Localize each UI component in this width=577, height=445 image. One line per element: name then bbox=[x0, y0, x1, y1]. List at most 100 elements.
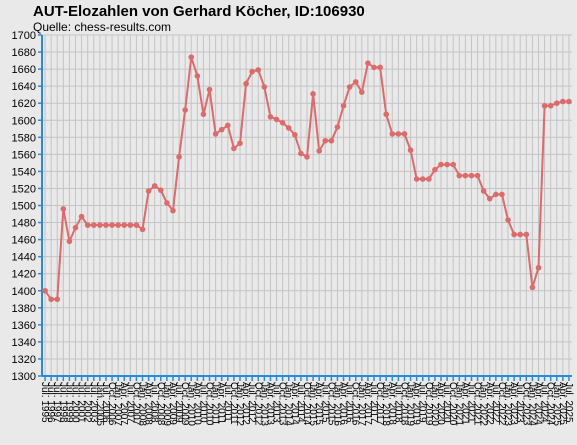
data-point bbox=[66, 238, 73, 245]
x-tick-label: Apr. 2017 bbox=[362, 382, 373, 425]
y-tick-label: 1380 bbox=[12, 303, 36, 315]
x-tick-label: Oct. 2011 bbox=[228, 382, 239, 425]
x-tick-label: Jul. 2014 bbox=[295, 382, 306, 423]
x-tick-label: Oct. 2008 bbox=[155, 382, 166, 426]
x-tick-label: Jan. 2013 bbox=[258, 382, 269, 426]
x-tick-label: Jan. 2025 bbox=[551, 382, 562, 426]
x-tick-label: Jan. 2018 bbox=[380, 382, 391, 426]
x-tick-label: Jul. 1995 bbox=[39, 382, 50, 423]
data-point bbox=[285, 125, 292, 131]
x-tick-label: Apr. 2014 bbox=[289, 382, 300, 425]
data-point bbox=[334, 124, 341, 130]
x-tick-label: Jan. 2016 bbox=[331, 382, 342, 426]
x-tick-label: Jan. 2019 bbox=[405, 382, 416, 426]
data-point bbox=[298, 150, 304, 157]
x-tick-label: Jan. 2020 bbox=[429, 382, 440, 426]
chart-subtitle: Quelle: chess-results.com bbox=[33, 20, 171, 34]
data-point bbox=[103, 222, 109, 228]
x-tick-label: Jan. 2024 bbox=[526, 382, 537, 426]
chart-title: AUT-Elozahlen von Gerhard Köcher, ID:106… bbox=[33, 3, 365, 20]
y-tick-label: 1500 bbox=[12, 201, 36, 213]
x-tick-label: Oct. 2010 bbox=[204, 382, 215, 426]
x-tick-label: Jan. 2012 bbox=[234, 382, 245, 426]
x-tick-label: Jul. 2013 bbox=[271, 382, 282, 423]
x-tick-label: Oct. 2007 bbox=[130, 382, 141, 426]
data-point bbox=[60, 206, 67, 212]
data-point bbox=[316, 148, 322, 154]
x-tick-label: Jul. 2018 bbox=[392, 382, 403, 423]
data-point bbox=[401, 131, 408, 137]
data-point bbox=[109, 222, 115, 228]
data-point bbox=[328, 137, 335, 144]
x-tick-label: Apr. 2023 bbox=[508, 382, 519, 425]
x-tick-label: Jul. 2009 bbox=[173, 382, 184, 423]
x-tick-label: Jul. 2007 bbox=[124, 382, 135, 423]
x-tick-label: Jul. 2000 bbox=[70, 382, 81, 423]
x-tick-label: Jan. 2010 bbox=[185, 382, 196, 426]
x-tick-label: Jan. 2023 bbox=[502, 382, 513, 426]
data-point bbox=[432, 166, 438, 173]
data-point bbox=[450, 161, 457, 168]
y-tick-label: 1580 bbox=[12, 132, 36, 144]
x-tick-label: Apr. 2010 bbox=[191, 382, 202, 425]
data-point bbox=[456, 172, 463, 179]
data-point bbox=[218, 126, 225, 133]
data-point bbox=[511, 231, 517, 238]
x-tick-label: Oct. 2021 bbox=[472, 382, 483, 426]
data-point bbox=[97, 222, 103, 228]
x-tick-label: Jul. 2016 bbox=[344, 382, 355, 423]
y-tick-label: 1560 bbox=[12, 149, 36, 161]
data-point bbox=[322, 137, 329, 144]
data-point bbox=[176, 154, 182, 160]
y-tick-label: 1540 bbox=[12, 166, 36, 178]
data-point bbox=[505, 217, 511, 223]
data-point bbox=[359, 89, 365, 95]
x-tick-label: Jul. 1997 bbox=[51, 382, 62, 423]
data-point bbox=[426, 176, 432, 182]
x-tick-label: Jan. 2007 bbox=[112, 382, 123, 426]
data-point bbox=[237, 140, 243, 147]
x-tick-label: Jul. 2002 bbox=[82, 382, 93, 423]
x-tick-label: Apr. 2007 bbox=[118, 382, 129, 425]
data-point bbox=[553, 100, 560, 106]
data-point bbox=[486, 195, 493, 202]
x-tick-label: Jan. 2008 bbox=[137, 382, 148, 426]
y-tick-label: 1700 bbox=[12, 30, 36, 42]
data-point bbox=[493, 191, 499, 198]
x-tick-label: Apr. 2008 bbox=[143, 382, 154, 425]
data-point bbox=[523, 231, 530, 238]
data-point bbox=[340, 102, 347, 109]
x-tick-label: Jul. 2001 bbox=[76, 382, 87, 423]
x-tick-label: Apr. 2022 bbox=[484, 382, 495, 425]
data-point bbox=[413, 176, 420, 182]
data-point bbox=[468, 172, 475, 179]
y-tick-label: 1620 bbox=[12, 98, 36, 110]
x-tick-label: Jul. 2010 bbox=[197, 382, 208, 423]
data-point bbox=[535, 264, 542, 271]
data-point bbox=[566, 98, 572, 105]
y-tick-label: 1660 bbox=[12, 64, 36, 76]
x-tick-label: Oct. 2016 bbox=[350, 382, 361, 426]
y-tick-label: 1360 bbox=[12, 320, 36, 332]
data-point bbox=[389, 131, 396, 137]
x-tick-label: Jan. 2014 bbox=[283, 382, 294, 426]
data-point bbox=[474, 172, 481, 179]
data-point bbox=[139, 226, 146, 233]
data-point bbox=[310, 91, 316, 97]
data-point bbox=[407, 147, 414, 153]
data-point bbox=[462, 172, 469, 179]
x-tick-label: Jan. 2011 bbox=[210, 382, 221, 426]
x-tick-label: Jan. 2009 bbox=[161, 382, 172, 426]
x-tick-label: Jul. 2023 bbox=[514, 382, 525, 423]
x-tick-label: Apr. 2024 bbox=[532, 382, 543, 425]
x-tick-label: Apr. 2021 bbox=[459, 382, 470, 425]
x-tick-label: Apr. 2025 bbox=[557, 382, 568, 425]
data-point bbox=[352, 79, 359, 85]
data-point bbox=[194, 73, 201, 79]
data-point bbox=[444, 161, 450, 168]
data-point bbox=[127, 222, 134, 228]
data-point bbox=[279, 120, 286, 126]
data-point bbox=[78, 213, 85, 220]
data-point bbox=[164, 200, 170, 206]
